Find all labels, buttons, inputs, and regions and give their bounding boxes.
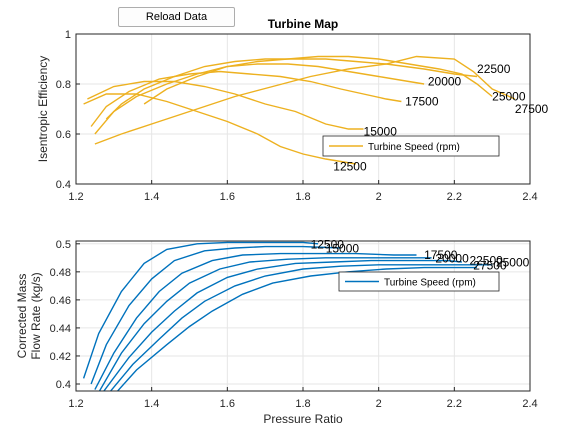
legend-box	[322, 135, 500, 157]
speed-label-15000: 15000	[364, 125, 398, 139]
speed-label-20000: 20000	[428, 75, 462, 89]
x-tick-label: 1.8	[295, 398, 310, 410]
speed-label-17500: 17500	[405, 95, 439, 109]
speed-label-25000: 25000	[496, 256, 530, 270]
y-tick-label: 0.46	[50, 295, 71, 307]
x-tick-label: 2.4	[522, 398, 537, 410]
x-tick-label: 1.4	[144, 398, 159, 410]
efficiency-series-group	[83, 55, 516, 165]
y-tick-label: 0.4	[56, 179, 71, 191]
y-tick-label: 1	[65, 29, 71, 41]
flow-series-15000	[90, 245, 341, 385]
x-tick-label: 1.2	[68, 398, 83, 410]
efficiency-series-25000	[143, 55, 493, 105]
x-tick-label: 1.6	[220, 398, 235, 410]
flow-y-axis-label: Corrected MassFlow Rate (kg/s)	[15, 272, 43, 359]
legend-label: Turbine Speed (rpm)	[384, 278, 476, 289]
speed-label-27500: 27500	[473, 259, 507, 273]
flow-series-27500	[116, 266, 477, 391]
legend-box	[338, 271, 500, 292]
x-tick-label: 1.2	[68, 191, 83, 203]
x-tick-label: 2	[376, 191, 382, 203]
x-tick-label: 1.8	[295, 191, 310, 203]
x-tick-label: 2.2	[447, 398, 462, 410]
flow-x-axis-label: Pressure Ratio	[263, 412, 343, 426]
flow-series-17500	[94, 252, 417, 390]
efficiency-series-20000	[94, 63, 425, 135]
y-tick-label: 0.48	[50, 267, 71, 279]
y-tick-label: 0.4	[56, 379, 71, 391]
speed-label-12500: 12500	[311, 238, 345, 252]
efficiency-series-27500	[94, 55, 516, 145]
flow-series-22500	[103, 259, 462, 391]
efficiency-legend[interactable]: Turbine Speed (rpm)	[322, 135, 500, 157]
x-tick-label: 2.4	[522, 191, 537, 203]
flow-series-20000	[98, 257, 432, 391]
flow-series-group	[82, 241, 493, 391]
efficiency-chart-title: Turbine Map	[268, 17, 338, 31]
speed-label-12500: 12500	[333, 160, 367, 174]
speed-label-22500: 22500	[477, 62, 511, 76]
y-tick-label: 0.44	[50, 323, 71, 335]
y-tick-label: 0.8	[56, 79, 71, 91]
speed-label-22500: 22500	[469, 254, 503, 268]
speed-label-17500: 17500	[424, 248, 458, 262]
speed-label-25000: 25000	[492, 90, 526, 104]
flow-legend[interactable]: Turbine Speed (rpm)	[338, 271, 500, 292]
efficiency-y-axis-label: Isentropic Efficiency	[36, 56, 50, 163]
x-tick-label: 2	[376, 398, 382, 410]
legend-label: Turbine Speed (rpm)	[368, 142, 460, 153]
y-tick-label: 0.5	[56, 239, 71, 251]
efficiency-series-17500	[90, 70, 402, 127]
reload-data-button[interactable]: Reload Data	[118, 7, 235, 27]
x-tick-label: 1.6	[220, 191, 235, 203]
flow-series-25000	[109, 264, 493, 391]
y-tick-label: 0.42	[50, 351, 71, 363]
speed-label-15000: 15000	[326, 242, 360, 256]
flow-series-12500	[82, 241, 319, 379]
x-tick-label: 1.4	[144, 191, 159, 203]
flow-chart: 1.2 1.4 1.6 1.8 2 2.2 2.4 0.4 0.42 0.44 0.46 0.48 0.…	[15, 238, 538, 426]
efficiency-series-15000	[87, 80, 364, 130]
speed-label-20000: 20000	[435, 252, 469, 266]
y-tick-label: 0.6	[56, 129, 71, 141]
speed-label-27500: 27500	[515, 102, 549, 116]
efficiency-chart: 1.2 1.4 1.6 1.8 2 2.2 2.4 0.4 0.6 0.8 1 Turbine Map…	[36, 17, 549, 203]
x-tick-label: 2.2	[447, 191, 462, 203]
